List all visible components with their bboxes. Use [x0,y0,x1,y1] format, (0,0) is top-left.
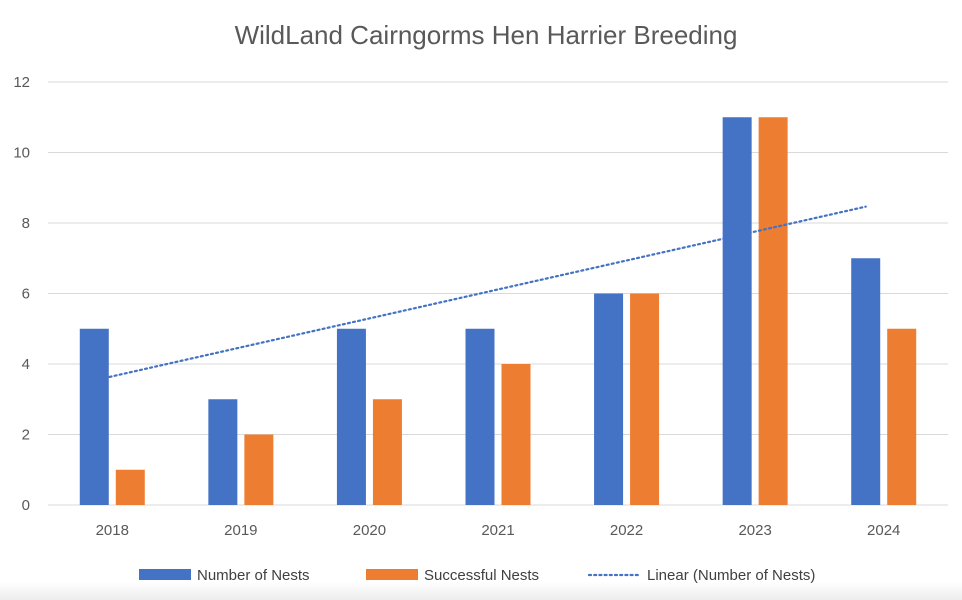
x-tick-label: 2018 [96,522,129,539]
legend-label: Linear (Number of Nests) [647,567,815,584]
bar-successful-nests-2020 [372,399,402,505]
x-tick-label: 2019 [224,522,257,539]
y-tick-label: 0 [22,497,30,514]
legend-label: Number of Nests [197,567,310,584]
bar-number-of-nests-2022 [594,293,624,505]
chart-title: WildLand Cairngorms Hen Harrier Breeding [235,20,738,50]
bar-successful-nests-2018 [115,469,145,505]
bar-successful-nests-2022 [630,293,660,505]
bar-successful-nests-2019 [244,434,274,505]
y-tick-label: 10 [13,145,30,162]
x-tick-label: 2024 [867,522,900,539]
trendline [93,205,867,382]
bar-successful-nests-2023 [758,117,788,505]
grid-lines [48,81,948,506]
x-tick-label: 2020 [353,522,386,539]
bar-number-of-nests-2024 [851,258,881,505]
legend-swatch [139,569,191,580]
bars [79,117,917,505]
x-axis-tick-labels: 2018 2019 2020 2021 2022 2023 2024 [96,522,901,539]
x-tick-label: 2023 [738,522,771,539]
legend-swatch [366,569,418,580]
bar-number-of-nests-2020 [336,328,366,505]
bar-number-of-nests-2018 [79,328,109,505]
trendline-layer [93,205,867,382]
y-tick-label: 2 [22,427,30,444]
legend: Number of Nests Successful Nests Linear (N… [139,567,815,584]
y-tick-label: 12 [13,74,30,91]
bar-number-of-nests-2023 [722,117,752,505]
x-tick-label: 2021 [481,522,514,539]
bar-successful-nests-2021 [501,364,531,505]
y-tick-label: 8 [22,215,30,232]
bar-number-of-nests-2019 [208,399,238,505]
x-tick-label: 2022 [610,522,643,539]
y-tick-label: 6 [22,286,30,303]
bar-number-of-nests-2021 [465,328,495,505]
bar-successful-nests-2024 [887,328,917,505]
y-tick-label: 4 [22,356,30,373]
legend-label: Successful Nests [424,567,539,584]
y-axis-tick-labels: 0 2 4 6 8 10 12 [13,74,30,514]
